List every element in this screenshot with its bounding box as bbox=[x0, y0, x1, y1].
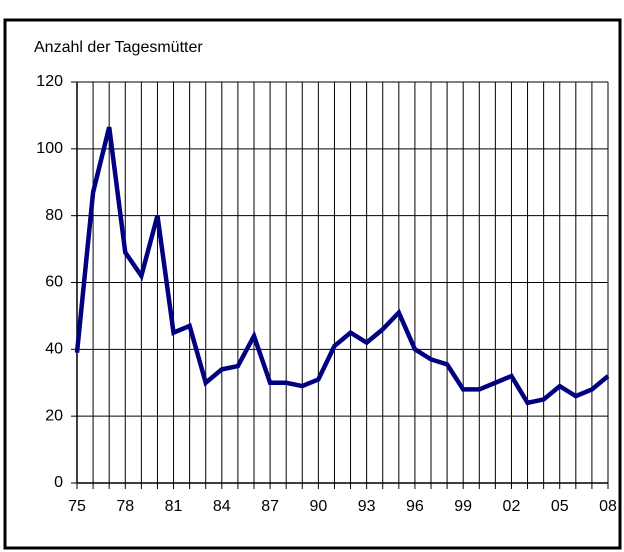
x-tick-label: 90 bbox=[309, 498, 327, 515]
y-tick-label: 40 bbox=[45, 341, 63, 358]
y-tick-label: 20 bbox=[45, 407, 63, 424]
x-tick-label: 08 bbox=[599, 498, 617, 515]
x-tick-label: 75 bbox=[68, 498, 86, 515]
x-tick-label: 93 bbox=[358, 498, 376, 515]
y-tick-label: 0 bbox=[54, 474, 63, 491]
x-tick-label: 02 bbox=[503, 498, 521, 515]
x-tick-label: 81 bbox=[165, 498, 183, 515]
x-tick-label: 78 bbox=[116, 498, 134, 515]
data-line bbox=[74, 126, 610, 406]
x-tick-label: 99 bbox=[454, 498, 472, 515]
x-tick-label: 84 bbox=[213, 498, 231, 515]
x-tick-label: 96 bbox=[406, 498, 424, 515]
y-tick-label: 60 bbox=[45, 274, 63, 291]
y-tick-label: 120 bbox=[36, 73, 63, 90]
y-axis-label: Anzahl der Tagesmütter bbox=[34, 39, 203, 56]
y-tick-label: 100 bbox=[36, 140, 63, 157]
y-tick-label: 80 bbox=[45, 207, 63, 224]
chart-frame bbox=[3, 18, 622, 550]
x-tick-label: 87 bbox=[261, 498, 279, 515]
x-tick-label: 05 bbox=[551, 498, 569, 515]
